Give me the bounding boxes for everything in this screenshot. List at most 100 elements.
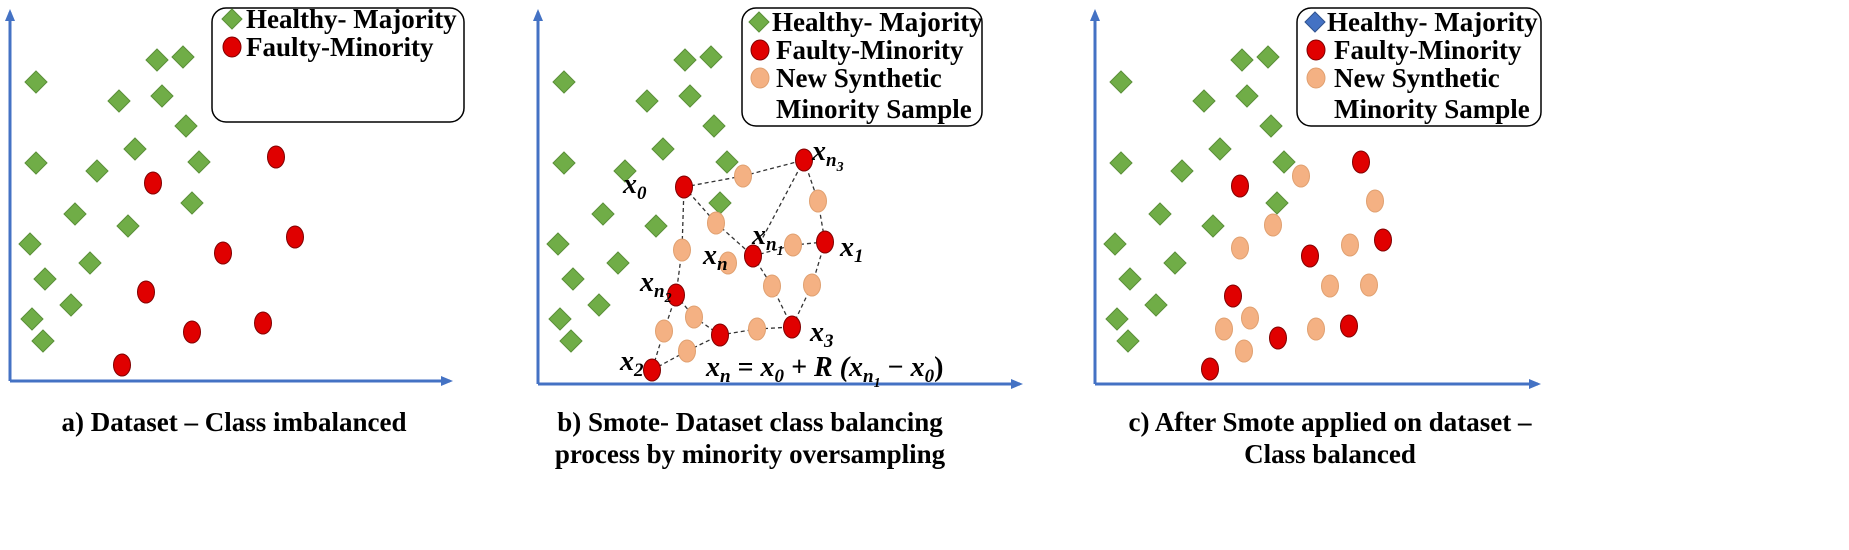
majority-diamond [561,267,585,291]
synthetic-point [1366,189,1384,213]
panel-b-axes [533,9,1023,389]
majority-diamond [1256,45,1280,69]
red-circle-icon [750,39,770,61]
caption-a: a) Dataset – Class imbalanced [62,407,407,437]
minority-point [1352,150,1370,174]
panel-a-points [18,45,304,377]
synthetic-point [685,305,703,329]
synthetic-point [719,251,737,275]
minority-point [254,311,272,335]
synthetic-point [763,274,781,298]
legend-label-healthy: Healthy- Majority [1327,7,1538,37]
majority-diamond [678,84,702,108]
minority-point [1374,228,1392,252]
label-xn2: xn2 [639,267,672,306]
minority-point [1340,314,1358,338]
minority-point [1231,174,1249,198]
majority-diamond [587,293,611,317]
minority-point [137,280,155,304]
panel-a-legend: Healthy- Majority Faulty-Minority [211,4,465,123]
minority-point [113,353,131,377]
legend-box [211,7,465,123]
synthetic-point [1231,236,1249,260]
legend-label-faulty: Faulty-Minority [246,32,434,62]
majority-diamond [1265,191,1289,215]
majority-diamond [180,191,204,215]
majority-diamond [1272,150,1296,174]
majority-diamond [20,307,44,331]
majority-diamond [1192,89,1216,113]
synthetic-point [1321,274,1339,298]
legend-box [741,7,983,127]
minority-point [667,283,685,307]
majority-diamond [548,307,572,331]
minority-point [144,171,162,195]
neighbor-edge [742,159,805,177]
caption-b-line2: process by minority oversampling [555,439,946,469]
majority-diamond [1103,232,1127,256]
majority-diamond [1148,202,1172,226]
panel-a-axes [4,9,453,386]
synthetic-point [707,211,725,235]
minority-point [1224,284,1242,308]
majority-diamond [1259,114,1283,138]
minority-point [1201,357,1219,381]
majority-diamond [1230,48,1254,72]
synthetic-point [1264,213,1282,237]
panel-b: Healthy- Majority Faulty-Minority New Sy… [533,7,1023,469]
majority-diamond [1235,84,1259,108]
legend-label-faulty: Faulty-Minority [776,35,964,65]
synthetic-point [803,273,821,297]
majority-diamond [635,89,659,113]
majority-diamond [24,70,48,94]
smote-formula: xn = x0 + R (xn1 − x0) [705,352,943,391]
majority-diamond [18,232,42,256]
panel-c: Healthy- Majority Faulty-Minority New Sy… [1090,7,1542,469]
majority-diamond [1163,251,1187,275]
legend-label-synthetic-2: Minority Sample [1334,94,1530,124]
label-xn: xn [702,240,728,275]
legend-label-synthetic: New Synthetic [776,63,942,93]
minority-point [744,244,762,268]
majority-diamond [63,202,87,226]
majority-diamond [33,267,57,291]
label-x2: x2 [619,346,644,381]
label-xn3: xn3 [811,136,844,175]
majority-diamond [559,329,583,353]
majority-diamond [606,251,630,275]
synthetic-point [1307,317,1325,341]
minority-point [711,323,729,347]
legend-label-healthy: Healthy- Majority [246,4,457,34]
majority-diamond [552,151,576,175]
label-xn1: xn1 [751,220,784,259]
neighbor-edge [693,316,721,336]
label-x0: x0 [622,169,647,204]
majority-diamond [59,293,83,317]
majority-diamond [651,137,675,161]
majority-diamond [1105,307,1129,331]
synthetic-point [1360,273,1378,297]
majority-diamond [591,202,615,226]
legend-box [1296,7,1542,127]
legend-label-healthy: Healthy- Majority [772,7,983,37]
majority-diamond [107,89,131,113]
panel-c-points [1103,45,1392,381]
synthetic-point [1241,306,1259,330]
panel-b-legend: Healthy- Majority Faulty-Minority New Sy… [741,7,983,127]
majority-diamond [715,150,739,174]
legend-label-synthetic-2: Minority Sample [776,94,972,124]
majority-diamond [644,214,668,238]
minority-point [783,315,801,339]
panel-c-axes [1090,9,1541,389]
minority-point [267,145,285,169]
majority-diamond [1109,70,1133,94]
minority-point [795,148,813,172]
majority-diamond [1144,293,1168,317]
majority-diamond [78,251,102,275]
minority-point [214,241,232,265]
minority-point [643,358,661,382]
majority-diamond [150,84,174,108]
majority-diamond [1208,137,1232,161]
majority-diamond [1109,151,1133,175]
